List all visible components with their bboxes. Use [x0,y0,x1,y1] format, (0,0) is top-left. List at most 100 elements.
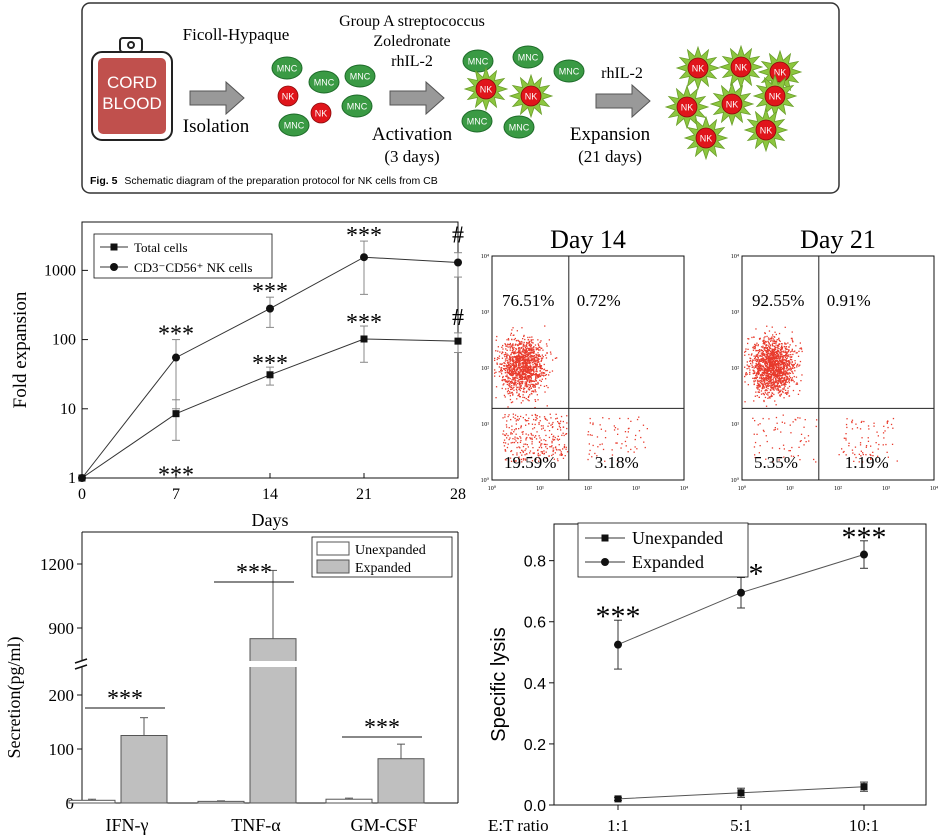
event-dot [526,347,529,349]
event-dot [800,433,803,435]
event-dot [762,342,764,345]
event-dot [790,363,793,365]
event-dot [758,385,760,387]
event-dot [780,379,782,381]
event-dot [537,381,539,384]
event-dot [511,339,513,341]
event-dot [768,339,770,341]
event-dot [499,351,501,353]
event-dot [542,349,544,351]
event-dot [769,369,771,372]
event-dot [519,436,521,438]
event-dot [502,344,504,347]
event-dot [759,337,761,339]
event-dot [788,349,790,351]
event-dot [757,384,759,386]
event-dot [777,344,779,346]
event-dot [769,382,771,384]
x-tick-label: 10² [584,486,592,492]
event-dot [630,448,632,451]
event-dot [540,366,542,368]
event-dot [767,371,769,373]
significance-mark: *** [346,310,382,336]
event-dot [799,364,801,366]
event-dot [528,352,530,354]
event-dot [519,389,521,392]
event-dot [527,365,529,368]
event-dot [515,347,517,350]
event-dot [524,381,526,383]
x-tick-label: 28 [450,486,466,503]
event-dot [792,340,794,342]
event-dot [744,351,746,353]
event-dot [505,381,507,383]
event-dot [539,349,541,351]
event-dot [519,360,521,362]
event-dot [772,340,774,342]
event-dot [520,437,522,439]
event-dot [560,415,563,418]
event-dot [778,368,780,370]
event-dot [504,380,506,382]
event-dot [763,430,765,433]
event-dot [539,437,541,439]
event-dot [511,429,513,431]
event-dot [531,390,533,392]
event-dot [783,368,785,370]
event-dot [523,373,525,375]
event-dot [523,373,526,375]
event-dot [510,353,512,356]
event-dot [539,375,542,378]
event-dot [768,369,770,371]
event-dot [509,347,511,349]
event-dot [518,351,520,353]
event-dot [525,358,527,360]
event-dot [591,456,593,458]
event-dot [518,359,521,361]
event-dot [798,350,800,352]
event-dot [782,372,784,375]
event-dot [523,443,525,445]
event-dot [549,413,551,415]
event-dot [494,369,496,371]
event-dot [528,370,530,372]
event-dot [776,349,779,351]
event-dot [781,363,783,365]
event-dot [784,363,787,366]
event-dot [512,373,514,375]
event-dot [518,383,521,385]
event-dot [799,390,801,392]
event-dot [515,370,517,372]
quadrant-top-left: 92.55% [752,291,804,310]
event-dot [869,453,871,456]
event-dot [533,384,535,386]
event-dot [516,344,518,346]
event-dot [777,347,779,349]
event-dot [627,417,629,420]
event-dot [515,420,517,422]
event-dot [851,419,854,421]
event-dot [526,345,528,348]
x-tick-label: 21 [356,486,372,503]
event-dot [789,377,792,379]
event-dot [539,346,541,348]
event-dot [640,436,642,439]
event-dot [785,376,787,378]
event-dot [520,356,522,358]
event-dot [762,368,764,370]
event-dot [513,386,515,388]
event-dot [785,343,787,345]
event-dot [541,428,543,430]
event-dot [779,395,781,397]
event-dot [518,384,521,386]
event-dot [524,449,526,452]
event-dot [510,381,512,383]
event-dot [538,446,540,449]
event-dot [524,370,526,372]
event-dot [509,373,511,376]
event-dot [758,370,760,372]
event-dot [787,364,789,366]
event-dot [845,437,847,439]
event-dot [767,387,769,390]
event-dot [775,362,777,365]
